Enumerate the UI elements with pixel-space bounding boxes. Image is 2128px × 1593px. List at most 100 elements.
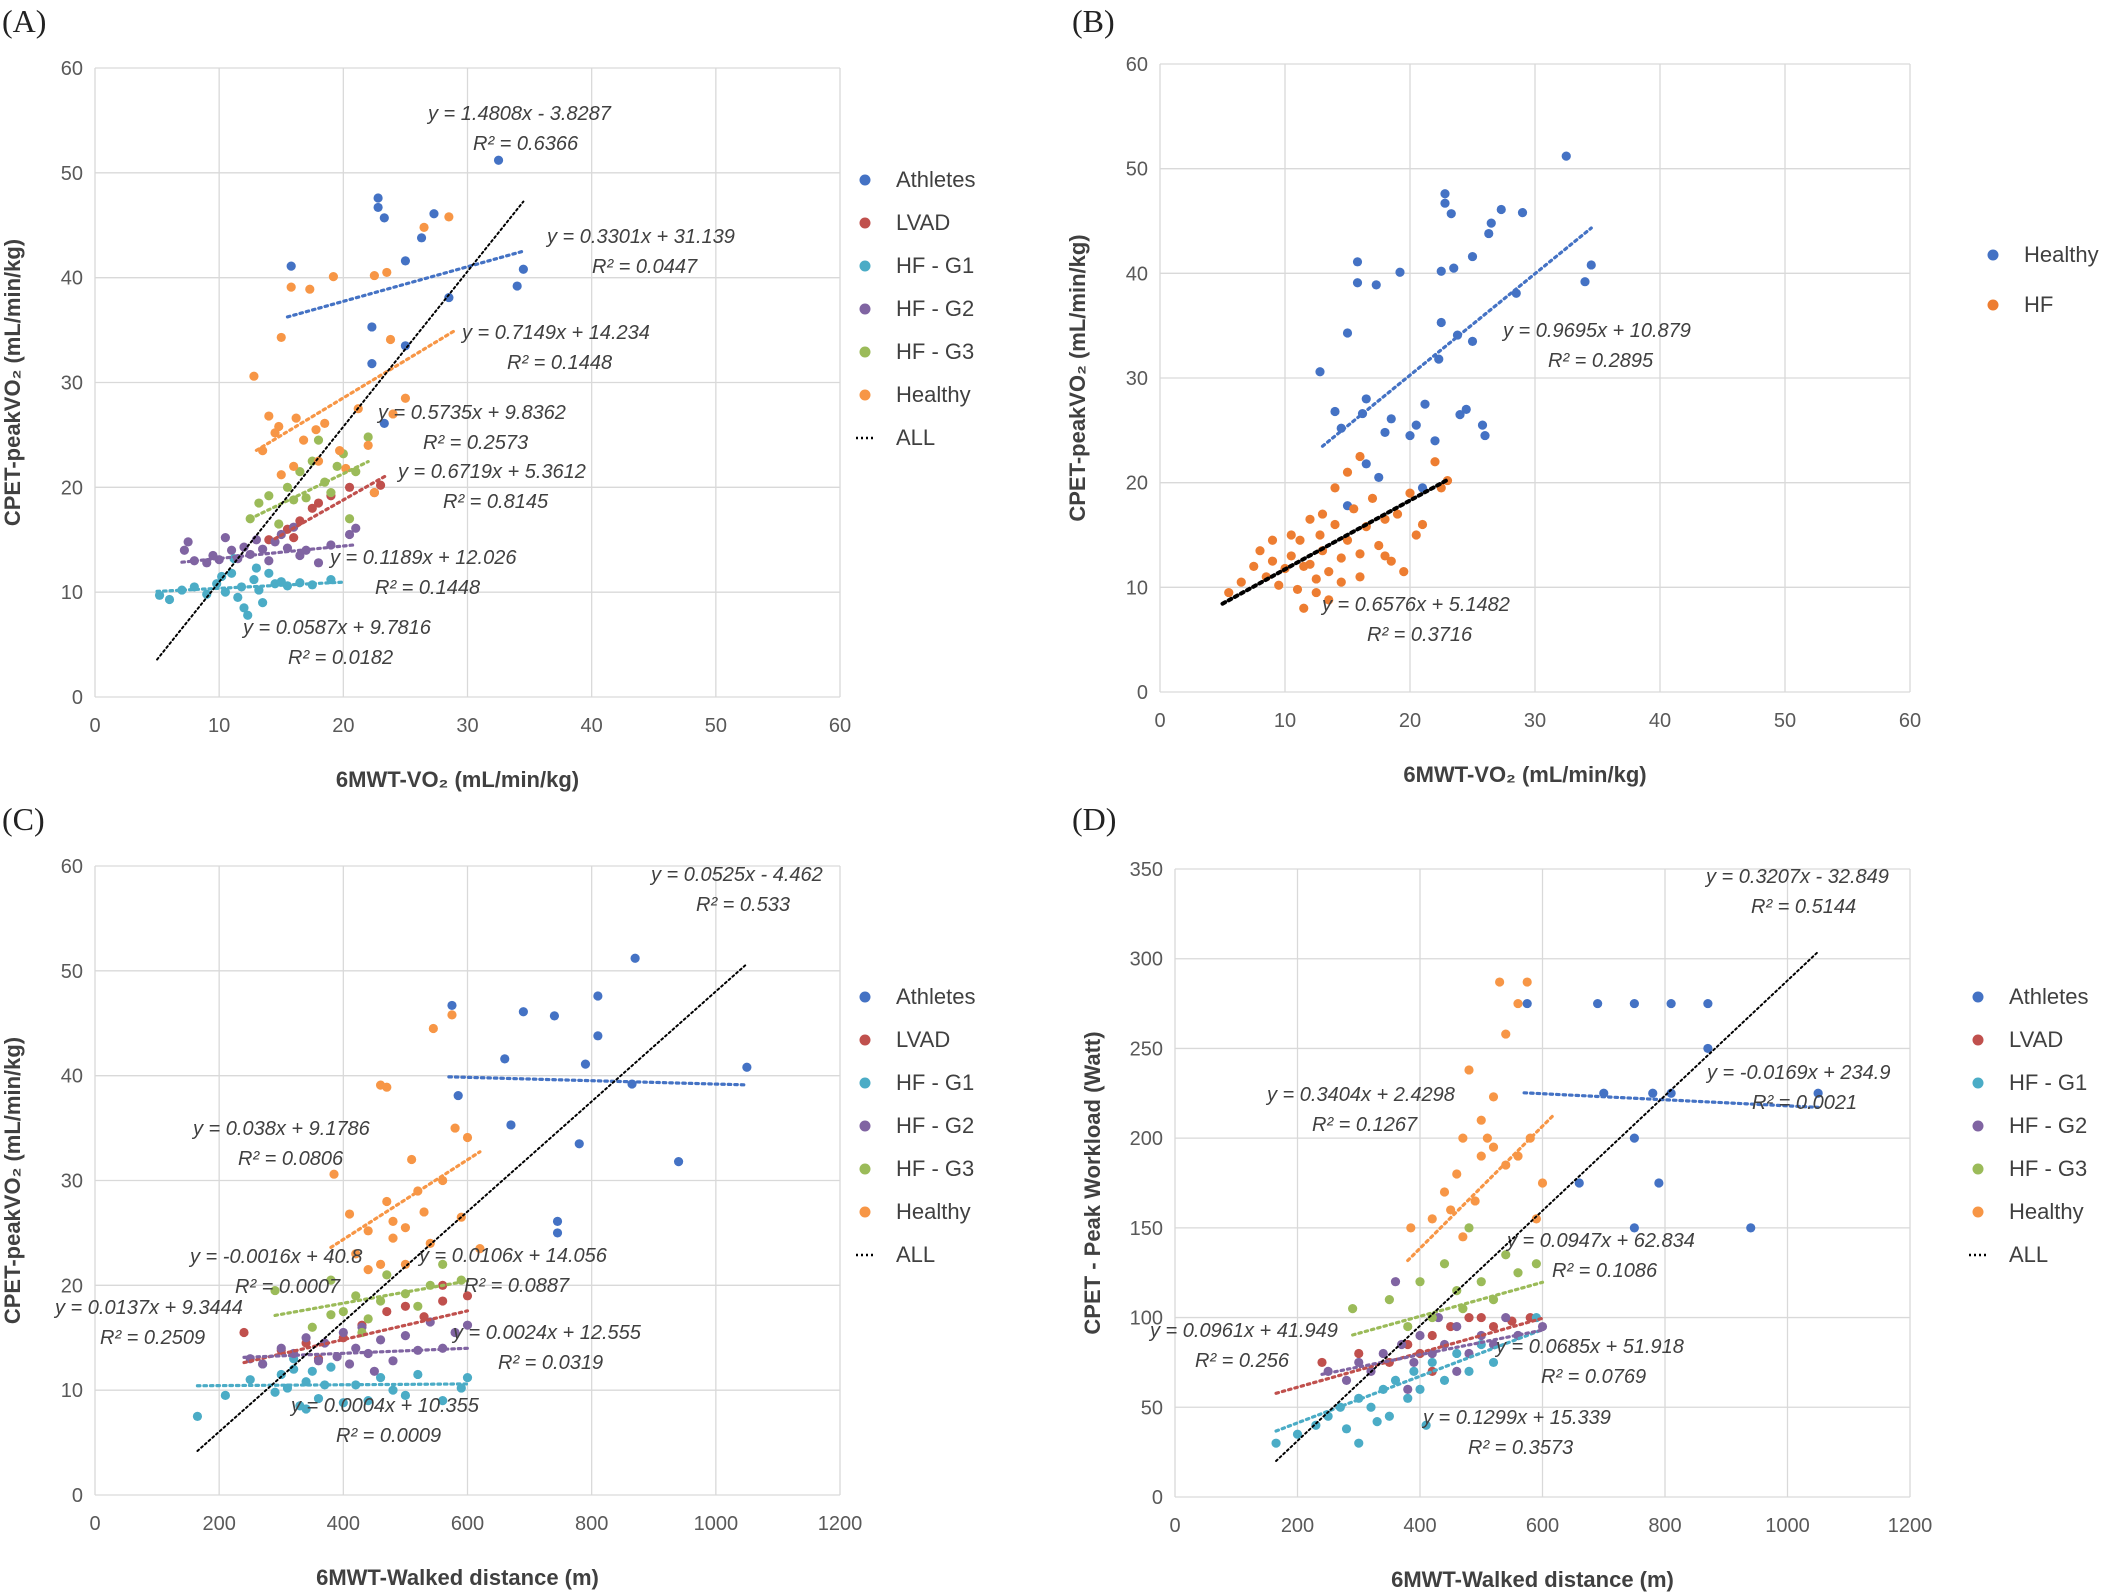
data-point <box>1267 556 1278 566</box>
data-point <box>249 371 259 381</box>
x-tick-label: 20 <box>1399 710 1421 732</box>
data-point <box>363 1396 373 1406</box>
legend-label: Athletes <box>2009 984 2089 1009</box>
data-point <box>1440 189 1450 199</box>
legend-marker <box>859 217 871 229</box>
data-point <box>1390 1277 1401 1287</box>
data-point <box>258 598 268 608</box>
legend-marker <box>1972 991 1984 1003</box>
y-tick-label: 30 <box>61 373 83 395</box>
data-point <box>1449 263 1459 273</box>
panel-b: (B) 0 10 20 30 40 50 60 0 10 20 30 40 50 60 6MWT-VO₂ (m… <box>1065 3 2099 787</box>
data-point <box>379 418 389 428</box>
data-point <box>419 222 429 232</box>
data-point <box>313 435 324 445</box>
trendline-athletes <box>447 1075 749 1087</box>
data-point <box>1415 1277 1425 1287</box>
data-point <box>351 1291 361 1301</box>
legend-marker <box>859 174 871 186</box>
trend-r-squared: R² = 0.1448 <box>507 352 612 374</box>
data-point <box>1452 1348 1462 1359</box>
panel-label: (A) <box>2 3 46 39</box>
data-point <box>444 212 454 222</box>
trendline-healthy <box>1406 1112 1557 1263</box>
data-point <box>295 550 305 561</box>
data-point <box>447 1010 457 1020</box>
data-point <box>1458 1133 1468 1143</box>
data-point <box>1299 603 1309 613</box>
data-point <box>1586 260 1596 270</box>
data-point <box>462 1320 473 1330</box>
trend-r-squared: R² = 0.0447 <box>592 256 698 278</box>
data-point <box>438 1296 448 1306</box>
data-point <box>1324 567 1334 577</box>
panel-label: (D) <box>1072 801 1116 837</box>
legend-marker <box>859 1206 871 1218</box>
trend-r-squared: R² = 0.1448 <box>375 577 480 599</box>
trendline-all <box>196 962 748 1452</box>
data-point <box>462 1372 473 1383</box>
data-point <box>388 1216 398 1226</box>
data-point <box>388 1356 398 1366</box>
data-point <box>506 1120 516 1130</box>
data-point <box>264 411 274 421</box>
trend-r-squared: R² = 0.256 <box>1195 1350 1290 1372</box>
data-point <box>1458 1232 1468 1242</box>
data-point <box>1384 1411 1394 1421</box>
data-point <box>326 1310 336 1320</box>
data-point <box>1476 1277 1486 1287</box>
legend-marker <box>859 991 871 1003</box>
data-point <box>429 209 439 219</box>
data-point <box>1354 1357 1364 1368</box>
trend-equation: y = 0.1189x + 12.026 <box>328 547 517 569</box>
trend-equation: y = 0.0685x + 51.918 <box>1494 1336 1684 1358</box>
trend-equation: y = 0.5735x + 9.8362 <box>376 402 566 424</box>
y-tick-label: 10 <box>61 582 83 604</box>
y-tick-label: 60 <box>1126 54 1148 76</box>
data-point <box>1324 595 1334 605</box>
data-point <box>1399 567 1409 577</box>
series-healthy <box>329 1010 485 1275</box>
data-point <box>351 523 361 533</box>
data-point <box>305 284 315 294</box>
data-point <box>373 202 383 213</box>
y-axis-title: CPET-peakVO₂ (mL/min/kg) <box>1065 234 1090 521</box>
trendline-hf-g3 <box>1351 1280 1545 1337</box>
data-point <box>276 1369 286 1380</box>
data-point <box>239 603 249 613</box>
trendline-athletes <box>285 249 525 319</box>
data-point <box>1452 1169 1462 1179</box>
data-point <box>1403 1393 1413 1403</box>
legend: Athletes LVAD HF - G1 HF - G2 HF - G3 Healthy… <box>856 167 976 450</box>
data-point <box>351 1343 361 1353</box>
data-point <box>1292 1429 1303 1439</box>
data-point <box>183 537 193 547</box>
data-point <box>313 456 324 466</box>
data-point <box>239 1327 249 1338</box>
data-point <box>1488 1142 1499 1152</box>
data-point <box>258 544 268 554</box>
data-point <box>326 487 336 498</box>
data-point <box>438 1259 448 1269</box>
data-point <box>1384 1295 1394 1305</box>
trend-equation: y = 0.3301x + 31.139 <box>545 226 735 248</box>
x-tick-label: 40 <box>1649 710 1671 732</box>
data-point <box>382 1196 392 1207</box>
data-point <box>400 341 411 351</box>
data-point <box>217 571 227 582</box>
trend-r-squared: R² = 0.0182 <box>288 647 393 669</box>
trend-r-squared: R² = 0.0769 <box>1541 1366 1646 1388</box>
data-point <box>282 482 293 492</box>
data-point <box>307 1366 317 1376</box>
x-tick-label: 50 <box>1774 710 1796 732</box>
data-point <box>1342 467 1353 477</box>
data-point <box>1315 530 1325 540</box>
data-point <box>1317 1357 1327 1368</box>
data-point <box>1354 1438 1364 1448</box>
data-point <box>1486 218 1496 228</box>
legend-label: LVAD <box>2009 1027 2063 1052</box>
data-point <box>351 1249 361 1259</box>
data-point <box>1367 493 1378 503</box>
data-point <box>1374 540 1384 551</box>
trend-r-squared: R² = 0.8145 <box>443 491 549 513</box>
